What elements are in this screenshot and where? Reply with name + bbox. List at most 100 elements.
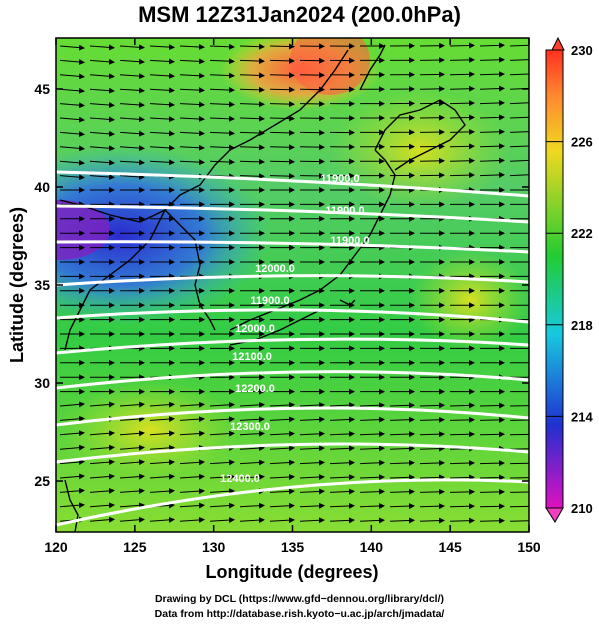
wind-arrow	[119, 159, 145, 166]
wind-arrow	[479, 488, 505, 495]
wind-arrow	[389, 488, 415, 495]
wind-arrow	[119, 44, 145, 51]
wind-arrow	[359, 402, 385, 409]
wind-arrow	[479, 171, 505, 178]
wind-arrow	[419, 459, 445, 466]
wind-arrow	[209, 416, 235, 423]
wind-arrow	[119, 430, 145, 437]
wind-arrow	[419, 445, 445, 452]
wind-arrow	[119, 116, 145, 123]
wind-arrow	[149, 116, 175, 123]
wind-arrow	[329, 459, 355, 466]
x-tick-label: 120	[44, 539, 68, 555]
y-tick-label: 30	[34, 375, 50, 391]
wind-arrow	[449, 42, 475, 49]
wind-arrow	[89, 430, 115, 437]
wind-arrow	[209, 430, 235, 437]
wind-arrow	[269, 517, 295, 524]
wind-arrow	[149, 459, 175, 466]
wind-arrow	[179, 159, 205, 166]
contour-label: 11900.0	[330, 235, 369, 247]
wind-arrow	[59, 415, 85, 422]
wind-arrow	[479, 143, 505, 150]
wind-arrow	[269, 57, 295, 64]
wind-arrow	[479, 474, 505, 481]
colorbar: 230 226 222 218 214 210	[545, 36, 593, 523]
wind-arrow	[179, 144, 205, 151]
wind-arrow	[389, 445, 415, 452]
wind-arrow	[419, 474, 445, 481]
wind-arrow	[329, 517, 355, 524]
wind-arrow	[179, 101, 205, 108]
wind-arrow	[449, 172, 475, 179]
wind-arrow	[329, 488, 355, 495]
colorbar-tick-label: 210	[571, 501, 593, 516]
wind-arrow	[329, 416, 355, 423]
colorbar-tick-label: 222	[571, 226, 593, 241]
wind-arrow	[239, 101, 265, 108]
wind-arrow	[479, 460, 505, 467]
wind-arrow	[209, 130, 235, 137]
wind-arrow	[149, 72, 175, 79]
wind-arrow	[299, 402, 325, 409]
wind-arrow	[209, 86, 235, 93]
credit-drawing: Drawing by DCL (https://www.gfd−dennou.o…	[154, 593, 445, 605]
wind-arrow	[179, 58, 205, 65]
wind-arrow	[449, 71, 475, 78]
wind-arrow	[509, 157, 529, 164]
wind-arrow	[479, 42, 505, 49]
wind-arrow	[509, 503, 529, 510]
wind-arrow	[89, 174, 115, 181]
wind-arrow	[119, 58, 145, 65]
wind-arrow	[89, 444, 115, 451]
wind-arrow	[89, 516, 115, 523]
wind-arrow	[239, 86, 265, 93]
wind-arrow	[179, 488, 205, 495]
wind-arrow	[509, 489, 529, 496]
colorbar-tick-label: 218	[571, 318, 593, 333]
wind-arrow	[389, 474, 415, 481]
wind-arrow	[149, 416, 175, 423]
wind-arrow	[479, 503, 505, 510]
wind-arrow	[509, 517, 529, 524]
wind-arrow	[449, 157, 475, 164]
wind-arrow	[389, 503, 415, 510]
wind-arrow	[119, 459, 145, 466]
wind-arrow	[149, 144, 175, 151]
wind-arrow	[479, 128, 505, 135]
wind-arrow	[239, 502, 265, 509]
credit-data: Data from http://database.rish.kyoto−u.a…	[154, 608, 445, 620]
wind-arrow	[209, 101, 235, 108]
wind-arrow	[119, 401, 145, 408]
wind-arrow	[479, 416, 505, 423]
wind-arrow	[179, 459, 205, 466]
wind-arrow	[479, 56, 505, 63]
wind-arrow	[239, 173, 265, 180]
wind-arrow	[479, 402, 505, 409]
wind-arrow	[209, 58, 235, 65]
map-plot-area: 11900.0 11900.0 11900.0 12000.0 11900.0 12000…	[56, 38, 529, 532]
wind-arrow	[149, 159, 175, 166]
wind-arrow	[509, 460, 529, 467]
contour-label: 12000.0	[255, 263, 295, 275]
wind-arrow	[59, 473, 85, 480]
wind-arrow	[269, 416, 295, 423]
wind-arrow	[119, 145, 145, 152]
wind-arrow	[209, 72, 235, 79]
wind-arrow	[389, 517, 415, 524]
wind-arrow	[209, 144, 235, 151]
wind-arrow	[419, 416, 445, 423]
wind-arrow	[149, 87, 175, 94]
wind-arrow	[119, 473, 145, 480]
height-contours	[56, 170, 529, 527]
wind-arrow	[419, 431, 445, 438]
wind-arrow	[59, 87, 85, 94]
wind-arrow	[119, 173, 145, 180]
wind-arrow	[479, 114, 505, 121]
map-title: MSM 12Z31Jan2024 (200.0hPa)	[138, 2, 461, 27]
wind-arrow	[59, 58, 85, 65]
wind-arrow	[359, 459, 385, 466]
wind-arrow	[209, 488, 235, 495]
wind-arrow	[509, 402, 529, 409]
